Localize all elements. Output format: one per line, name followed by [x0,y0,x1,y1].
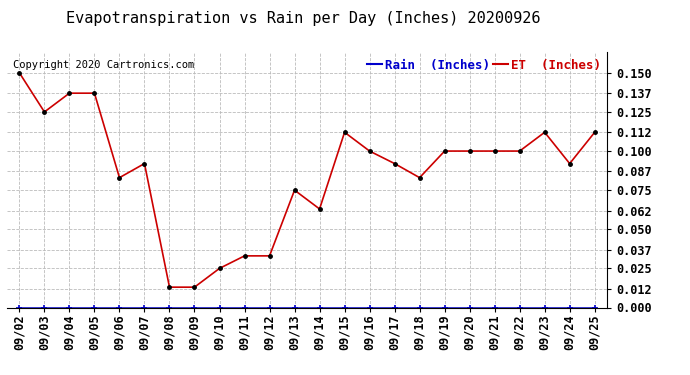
Rain  (Inches) [166,305,174,310]
Rain  (Inches) [315,305,324,310]
ET  (Inches) [540,130,549,135]
Rain  (Inches) [391,305,399,310]
Rain  (Inches) [540,305,549,310]
ET  (Inches) [366,149,374,153]
Rain  (Inches) [40,305,48,310]
ET  (Inches) [115,176,124,180]
ET  (Inches) [90,91,99,95]
ET  (Inches) [266,254,274,258]
ET  (Inches) [566,161,574,166]
Rain  (Inches) [491,305,499,310]
Rain  (Inches) [115,305,124,310]
Legend: Rain  (Inches), ET  (Inches): Rain (Inches), ET (Inches) [367,59,601,72]
Rain  (Inches) [15,305,23,310]
ET  (Inches) [240,254,248,258]
Rain  (Inches) [266,305,274,310]
ET  (Inches) [215,266,224,271]
ET  (Inches) [166,285,174,290]
ET  (Inches) [466,149,474,153]
ET  (Inches) [491,149,499,153]
Text: Copyright 2020 Cartronics.com: Copyright 2020 Cartronics.com [13,60,194,70]
ET  (Inches) [190,285,199,290]
Rain  (Inches) [240,305,248,310]
ET  (Inches) [440,149,449,153]
ET  (Inches) [66,91,74,95]
Rain  (Inches) [515,305,524,310]
ET  (Inches) [515,149,524,153]
Rain  (Inches) [90,305,99,310]
Rain  (Inches) [340,305,348,310]
Line: Rain  (Inches): Rain (Inches) [16,304,598,311]
ET  (Inches) [315,207,324,211]
Rain  (Inches) [140,305,148,310]
Rain  (Inches) [215,305,224,310]
Rain  (Inches) [366,305,374,310]
Rain  (Inches) [591,305,599,310]
Rain  (Inches) [290,305,299,310]
ET  (Inches) [415,176,424,180]
Line: ET  (Inches): ET (Inches) [16,69,598,291]
ET  (Inches) [15,70,23,75]
ET  (Inches) [340,130,348,135]
ET  (Inches) [140,161,148,166]
ET  (Inches) [391,161,399,166]
ET  (Inches) [290,188,299,192]
Rain  (Inches) [190,305,199,310]
Rain  (Inches) [66,305,74,310]
Text: Evapotranspiration vs Rain per Day (Inches) 20200926: Evapotranspiration vs Rain per Day (Inch… [66,11,541,26]
Rain  (Inches) [466,305,474,310]
ET  (Inches) [591,130,599,135]
ET  (Inches) [40,110,48,114]
Rain  (Inches) [566,305,574,310]
Rain  (Inches) [415,305,424,310]
Rain  (Inches) [440,305,449,310]
